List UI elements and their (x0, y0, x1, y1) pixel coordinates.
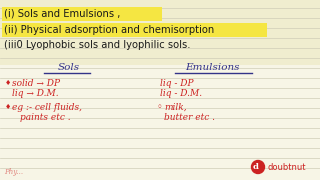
Text: liq - DP: liq - DP (160, 78, 194, 87)
Text: (i) Sols and Emulsions ,: (i) Sols and Emulsions , (4, 9, 120, 19)
Text: Sols: Sols (58, 64, 80, 73)
Text: liq - D.M.: liq - D.M. (160, 89, 202, 98)
Text: paints etc .: paints etc . (20, 112, 71, 122)
Text: (iii0 Lyophobic sols and lyophilic sols.: (iii0 Lyophobic sols and lyophilic sols. (4, 40, 190, 50)
Text: milk,: milk, (164, 102, 187, 111)
Text: ♦: ♦ (5, 80, 11, 86)
Text: liq → D.M.: liq → D.M. (12, 89, 59, 98)
Bar (0, 0, 320, 65)
Text: Phy...: Phy... (4, 168, 23, 176)
Bar (2, 7, 162, 21)
Text: butter etc .: butter etc . (164, 112, 215, 122)
Bar (2, 23, 267, 37)
Text: d: d (252, 163, 259, 171)
Text: ♦: ♦ (5, 104, 11, 110)
Text: (ii) Physical adsorption and chemisorption: (ii) Physical adsorption and chemisorpti… (4, 25, 214, 35)
Text: ◦: ◦ (157, 102, 163, 112)
Text: solid → DP: solid → DP (12, 78, 60, 87)
Text: doubtnut: doubtnut (267, 163, 306, 172)
Circle shape (252, 161, 265, 174)
Text: Emulsions: Emulsions (185, 64, 239, 73)
Text: eg :- cell fluids,: eg :- cell fluids, (12, 102, 82, 111)
